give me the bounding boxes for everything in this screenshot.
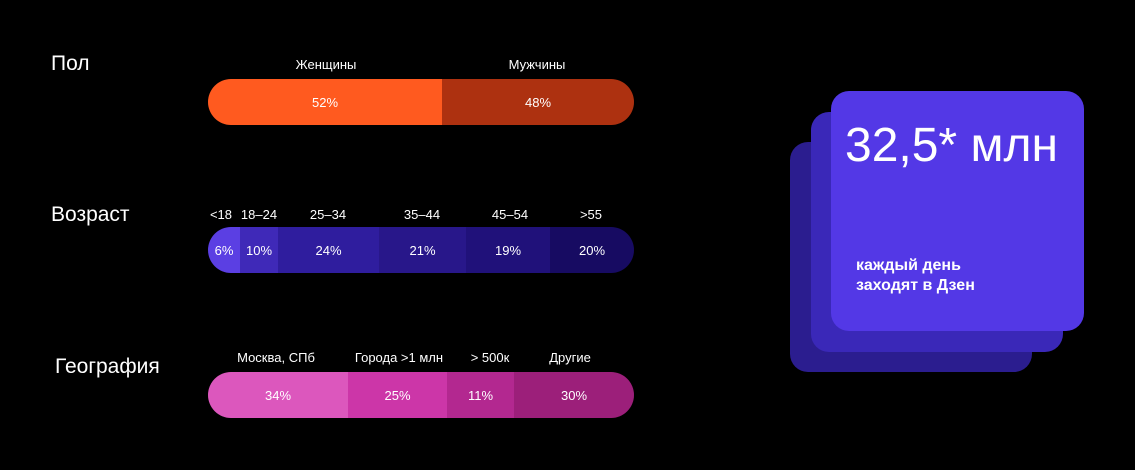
age-segment-25-34: 24% [278,227,379,273]
geo-label-500k: > 500к [470,350,510,365]
geo-segment-moscow-spb: 34% [208,372,348,418]
geo-label-cities-1m: Города >1 млн [354,350,444,365]
age-label-under-18: <18 [209,207,233,222]
gender-segment-women: 52% [208,79,442,125]
geo-segment-cities-1m: 25% [348,372,447,418]
age-segment-under-18: 6% [208,227,240,273]
geo-label-moscow-spb: Москва, СПб [237,350,315,365]
gender-value-men: 48% [524,94,552,110]
age-segment-45-54: 19% [466,227,550,273]
gender-title: Пол [51,52,90,75]
daily-audience-number: 32,5* млн [845,119,1058,172]
age-value-35-44: 21% [409,242,436,258]
age-segment-35-44: 21% [379,227,466,273]
geo-value-others: 30% [560,387,588,403]
age-segment-over-55: 20% [550,227,634,273]
age-label-35-44: 35–44 [403,207,441,222]
gender-value-women: 52% [311,94,339,110]
geo-value-cities-1m: 25% [384,387,411,403]
daily-audience-caption: каждый день заходят в Дзен [856,256,975,296]
geo-label-others: Другие [549,350,591,365]
age-title: Возраст [51,203,130,226]
geo-segment-500k: 11% [447,372,514,418]
gender-label-women: Женщины [295,57,357,72]
age-value-25-34: 24% [315,242,342,258]
age-value-18-24: 10% [245,242,273,258]
age-bar: 6% 10% 24% 21% 19% 20% [208,227,634,273]
gender-segment-men: 48% [442,79,634,125]
age-label-18-24: 18–24 [240,207,278,222]
caption-line-1: каждый день [856,257,961,274]
audience-card [831,91,1084,331]
geography-bar: 34% 25% 11% 30% [208,372,634,418]
age-label-25-34: 25–34 [309,207,347,222]
age-label-45-54: 45–54 [491,207,529,222]
caption-line-2: заходят в Дзен [856,277,975,294]
gender-bar: 52% 48% [208,79,634,125]
age-label-over-55: >55 [579,207,603,222]
age-value-over-55: 20% [578,242,606,258]
age-segment-18-24: 10% [240,227,278,273]
age-value-45-54: 19% [494,242,522,258]
geo-value-moscow-spb: 34% [264,387,292,403]
geo-segment-others: 30% [514,372,634,418]
gender-label-men: Мужчины [508,57,566,72]
age-value-under-18: 6% [214,242,234,258]
geo-value-500k: 11% [467,387,494,403]
geography-title: География [55,355,160,378]
